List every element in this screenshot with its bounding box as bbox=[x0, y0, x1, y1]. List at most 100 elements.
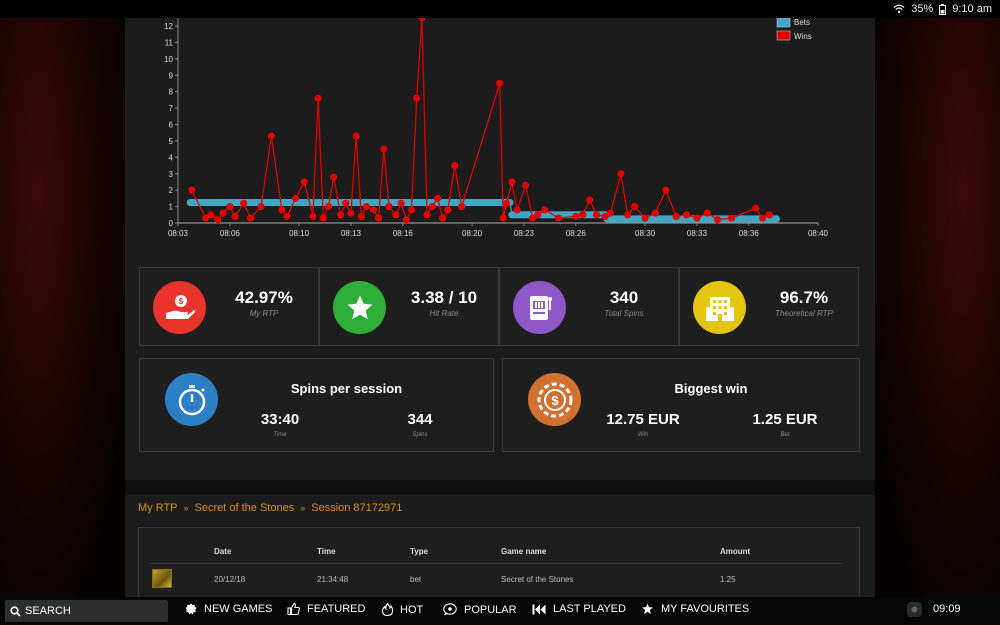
column-header-amount: Amount bbox=[720, 547, 751, 556]
wins-data-point bbox=[219, 209, 227, 217]
y-tick-label: 8 bbox=[169, 88, 174, 97]
nav-clock: 09:09 bbox=[933, 603, 961, 615]
wins-data-point bbox=[703, 209, 711, 217]
wins-data-point bbox=[592, 211, 601, 219]
x-tick-label: 08:16 bbox=[393, 229, 414, 238]
biggest-bet-label: Bet bbox=[780, 432, 790, 438]
wins-data-point bbox=[601, 212, 609, 221]
wins-data-point bbox=[336, 211, 345, 219]
wins-data-point bbox=[247, 214, 255, 222]
search-icon bbox=[10, 605, 21, 617]
nav-hot-label: HOT bbox=[400, 603, 424, 616]
wins-data-point bbox=[207, 211, 215, 219]
wins-data-point bbox=[617, 170, 625, 178]
search-button[interactable]: SEARCH bbox=[5, 600, 168, 622]
nav-last-played[interactable]: LAST PLAYED bbox=[532, 603, 626, 615]
background-curtain-left bbox=[0, 18, 125, 598]
wins-data-point bbox=[631, 202, 639, 211]
breadcrumb-game[interactable]: Secret of the Stones bbox=[194, 502, 295, 514]
nav-my-favourites-label: MY FAVOURITES bbox=[661, 603, 750, 615]
wins-data-point bbox=[385, 202, 393, 211]
legend-swatch-wins bbox=[776, 30, 791, 41]
breadcrumb-separator: » bbox=[300, 503, 306, 513]
x-tick-label: 08:06 bbox=[220, 229, 241, 238]
column-header-date: Date bbox=[214, 547, 232, 556]
wins-data-point bbox=[714, 216, 722, 224]
nav-new-games[interactable]: NEW GAMES bbox=[185, 603, 272, 615]
svg-text:$: $ bbox=[178, 297, 183, 306]
theoretical-rtp-label: Theoretical RTP bbox=[775, 309, 833, 318]
session-table: Date Time Type Game name Amount 20/12/18… bbox=[138, 527, 860, 599]
wins-data-point bbox=[418, 18, 426, 22]
wins-data-point bbox=[397, 199, 405, 207]
wins-data-point bbox=[357, 212, 365, 221]
wins-data-point bbox=[662, 186, 670, 194]
total-spins-label: Total Spins bbox=[604, 309, 644, 318]
search-label: SEARCH bbox=[25, 605, 71, 617]
nav-featured[interactable]: FEATURED bbox=[287, 603, 365, 615]
session-panel: My RTP » Secret of the Stones » Session … bbox=[125, 495, 875, 599]
wins-data-point bbox=[402, 216, 410, 224]
nav-my-favourites[interactable]: MY FAVOURITES bbox=[641, 603, 749, 615]
new-badge-icon bbox=[185, 603, 197, 615]
biggest-win-label: Win bbox=[637, 432, 649, 438]
y-tick-label: 12 bbox=[164, 22, 173, 31]
wins-data-point bbox=[240, 199, 248, 207]
wins-data-point bbox=[226, 202, 234, 211]
wins-data-point bbox=[496, 79, 504, 88]
wins-data-point bbox=[319, 214, 327, 222]
biggest-win-card: $ Biggest win 12.75 EUR Win 1.25 EUR Bet bbox=[502, 358, 860, 452]
wins-data-point bbox=[324, 202, 333, 211]
svg-text:$: $ bbox=[551, 393, 559, 408]
wins-data-point bbox=[214, 216, 222, 224]
wins-data-point bbox=[458, 202, 466, 211]
wins-series-line bbox=[191, 18, 770, 222]
wins-data-point bbox=[439, 214, 447, 222]
game-thumbnail[interactable] bbox=[152, 569, 172, 588]
spins-per-session-card: Spins per session 33:40 Time 344 Spins bbox=[139, 358, 494, 452]
notification-icon[interactable] bbox=[907, 602, 922, 617]
wins-data-point bbox=[727, 214, 736, 222]
wins-data-point bbox=[423, 211, 431, 219]
stopwatch-icon bbox=[165, 373, 218, 426]
x-tick-label: 08:20 bbox=[462, 229, 483, 238]
wins-data-point bbox=[579, 211, 587, 219]
skip-back-icon bbox=[532, 604, 546, 614]
wins-data-point bbox=[283, 212, 291, 221]
wins-data-point bbox=[541, 206, 549, 214]
building-icon bbox=[693, 281, 746, 334]
wins-data-point bbox=[267, 132, 276, 140]
flame-icon bbox=[382, 603, 393, 616]
session-time-label: Time bbox=[273, 432, 287, 438]
y-tick-label: 10 bbox=[164, 55, 173, 64]
nav-hot[interactable]: HOT bbox=[382, 603, 423, 616]
wins-data-point bbox=[451, 161, 459, 170]
slot-machine-icon bbox=[513, 281, 566, 334]
y-tick-label: 1 bbox=[169, 203, 174, 212]
nav-popular[interactable]: POPULAR bbox=[443, 603, 517, 616]
wins-data-point bbox=[651, 209, 660, 217]
breadcrumb-my-rtp[interactable]: My RTP bbox=[138, 502, 178, 514]
wins-data-point bbox=[534, 211, 542, 219]
wins-data-point bbox=[375, 214, 383, 222]
wins-data-point bbox=[342, 199, 350, 207]
stat-card-hit-rate: 3.38 / 10 Hit Rate bbox=[319, 267, 499, 346]
x-tick-label: 08:13 bbox=[341, 229, 362, 238]
y-tick-label: 0 bbox=[169, 219, 174, 228]
biggest-bet-value: 1.25 EUR bbox=[752, 411, 818, 428]
wins-data-point bbox=[428, 202, 436, 211]
breadcrumb-session: Session 87172971 bbox=[311, 502, 403, 514]
wins-data-point bbox=[572, 212, 580, 221]
stat-card-theoretical-rtp: 96.7% Theoretical RTP bbox=[679, 267, 859, 346]
wins-data-point bbox=[362, 202, 371, 211]
nav-new-games-label: NEW GAMES bbox=[204, 603, 273, 615]
wins-data-point bbox=[407, 206, 416, 214]
hit-rate-value: 3.38 / 10 bbox=[410, 288, 478, 307]
wins-data-point bbox=[499, 214, 507, 222]
wins-data-point bbox=[693, 214, 701, 222]
star-icon bbox=[642, 603, 653, 614]
money-hand-icon: $ bbox=[153, 281, 206, 334]
y-tick-label: 4 bbox=[169, 153, 174, 162]
nav-featured-label: FEATURED bbox=[307, 603, 366, 615]
